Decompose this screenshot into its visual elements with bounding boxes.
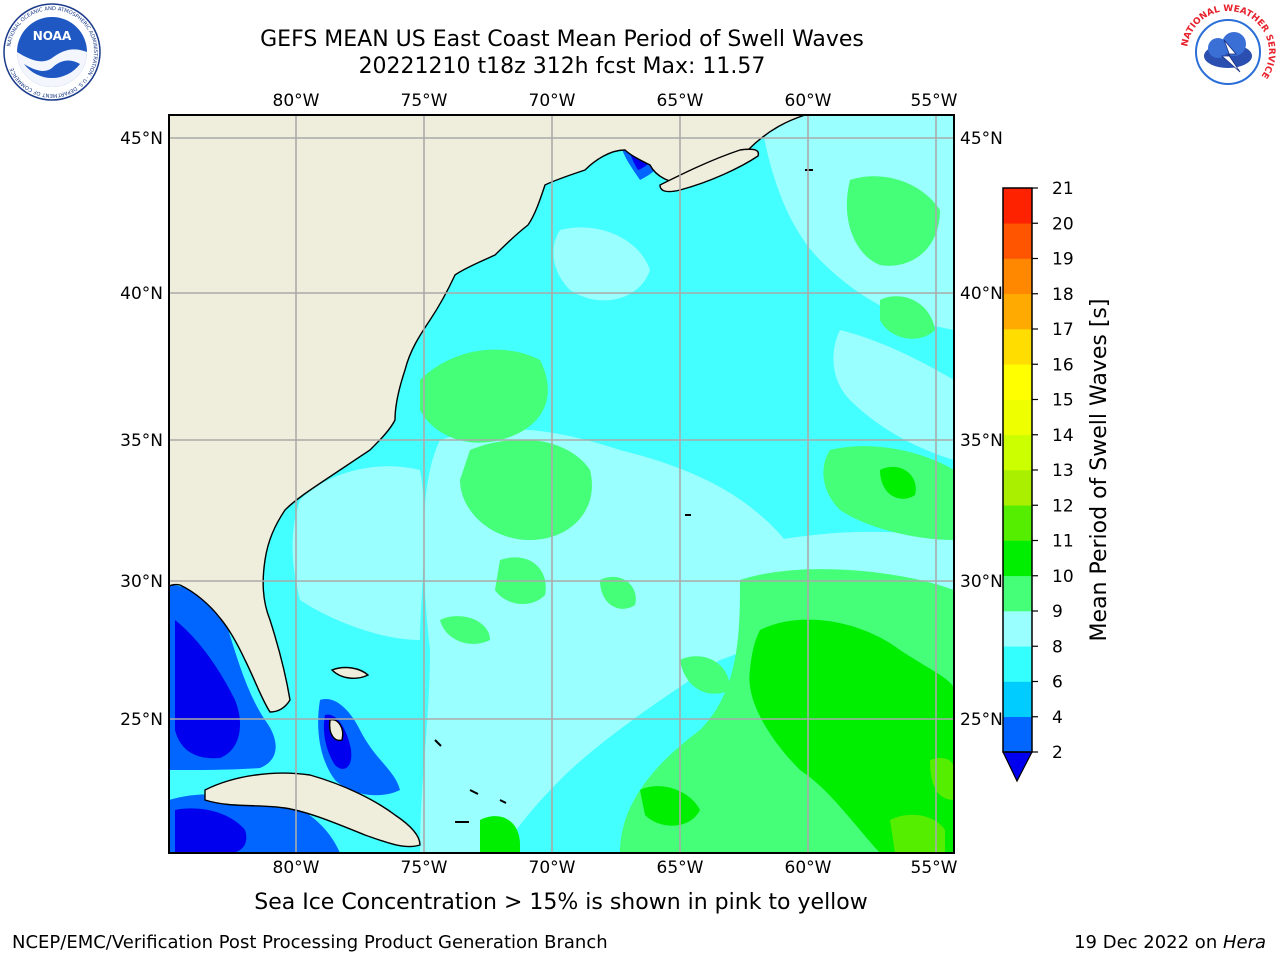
andros-island	[328, 719, 344, 742]
lat-labels-left: 45°N 40°N 35°N 30°N 25°N	[120, 129, 163, 730]
colorbar-band	[1003, 293, 1032, 330]
small-islands	[434, 169, 813, 823]
lat-label: 35°N	[120, 431, 163, 451]
lon-labels-bottom: 80°W 75°W 70°W 65°W 60°W 55°W	[273, 858, 958, 878]
colorbar-band	[1003, 329, 1032, 365]
colorbar-band	[1003, 540, 1032, 577]
grand-bahama-island	[330, 666, 370, 679]
colorbar-tick-label: 18	[1052, 285, 1074, 305]
lat-label: 25°N	[120, 710, 163, 730]
colorbar-band	[1003, 223, 1032, 259]
chart-subtitle: 20221210 t18z 312h fcst Max: 11.57	[358, 54, 766, 79]
footer-credit: NCEP/EMC/Verification Post Processing Pr…	[12, 932, 608, 953]
swell-10-11s-region	[480, 466, 954, 853]
lat-label: 40°N	[960, 284, 1003, 304]
map-panel	[169, 115, 954, 853]
lat-label: 40°N	[120, 284, 163, 304]
colorbar-tick-label: 11	[1052, 532, 1074, 552]
colorbar-tick-label: 21	[1052, 179, 1074, 199]
colorbar-tick-label: 17	[1052, 320, 1074, 340]
lat-label: 30°N	[960, 572, 1003, 592]
noaa-logo: NATIONAL OCEANIC AND ATMOSPHERIC ADMINIS…	[3, 3, 101, 101]
nws-logo: NATIONAL WEATHER SERVICE	[1180, 4, 1276, 100]
lon-label: 65°W	[657, 91, 704, 111]
colorbar-band	[1003, 470, 1032, 506]
lon-label: 80°W	[273, 91, 320, 111]
lon-label: 55°W	[911, 91, 958, 111]
lon-label: 60°W	[785, 858, 832, 878]
land	[169, 115, 806, 848]
colorbar-band	[1003, 505, 1032, 541]
nova-scotia	[659, 148, 760, 193]
colorbar-tick-label: 12	[1052, 496, 1074, 516]
lat-label: 25°N	[960, 710, 1003, 730]
colorbar-tick-label: 10	[1052, 567, 1074, 587]
colorbar-band	[1003, 434, 1032, 471]
colorbar-band	[1003, 681, 1032, 718]
footer-date: 19 Dec 2022 on Hera	[1074, 932, 1266, 953]
lon-label: 70°W	[529, 858, 576, 878]
colorbar-band	[1003, 611, 1032, 647]
north-america-landmass	[169, 115, 806, 713]
map-frame	[168, 114, 955, 854]
colorbar-band	[1003, 364, 1032, 400]
lat-label: 45°N	[120, 129, 163, 149]
colorbar-tick-label: 19	[1052, 250, 1074, 270]
colorbar-tick-label: 14	[1052, 426, 1074, 446]
cuba-island	[204, 772, 421, 848]
footer-host: Hera	[1222, 932, 1266, 953]
chart-title: GEFS MEAN US East Coast Mean Period of S…	[260, 27, 864, 52]
lon-labels-top: 80°W 75°W 70°W 65°W 60°W 55°W	[273, 91, 958, 111]
colorbar-tick-label: 2	[1052, 743, 1063, 763]
colorbar-tick-label: 4	[1052, 708, 1063, 728]
lon-label: 65°W	[657, 858, 704, 878]
lat-label: 45°N	[960, 129, 1003, 149]
colorbar-band	[1003, 575, 1032, 612]
colorbar-tick-label: 13	[1052, 461, 1074, 481]
lon-label: 70°W	[529, 91, 576, 111]
colorbar-tick-label: 16	[1052, 355, 1074, 375]
noaa-logo-text: NOAA	[33, 29, 72, 43]
caption: Sea Ice Concentration > 15% is shown in …	[254, 890, 868, 915]
lon-label: 60°W	[785, 91, 832, 111]
colorbar-extend-triangle	[1002, 751, 1033, 783]
colorbar-band	[1003, 646, 1032, 682]
footer-date-text: 19 Dec 2022 on	[1074, 932, 1223, 953]
colorbar-tick-label: 15	[1052, 391, 1074, 411]
colorbar-tick-label: 8	[1052, 637, 1063, 657]
lon-label: 80°W	[273, 858, 320, 878]
lat-labels-right: 45°N 40°N 35°N 30°N 25°N	[960, 129, 1003, 730]
colorbar-band	[1003, 258, 1032, 295]
colorbar-band	[1003, 399, 1032, 436]
graticule	[169, 115, 954, 853]
lon-label: 75°W	[401, 858, 448, 878]
lon-label: 55°W	[911, 858, 958, 878]
lat-label: 35°N	[960, 431, 1003, 451]
colorbar-band	[1003, 188, 1032, 224]
colorbar-tick-label: 6	[1052, 673, 1063, 693]
colorbar-tick-label: 9	[1052, 602, 1063, 622]
colorbar-label: Mean Period of Swell Waves [s]	[1087, 299, 1112, 642]
colorbar: 2 4 6 8 9 10 11 12 13 14 15 16 17 18 19 20 21 Mean Perio…	[1002, 179, 1112, 783]
lon-label: 75°W	[401, 91, 448, 111]
lat-label: 30°N	[120, 572, 163, 592]
colorbar-band	[1003, 716, 1032, 753]
colorbar-tick-label: 20	[1052, 214, 1074, 234]
